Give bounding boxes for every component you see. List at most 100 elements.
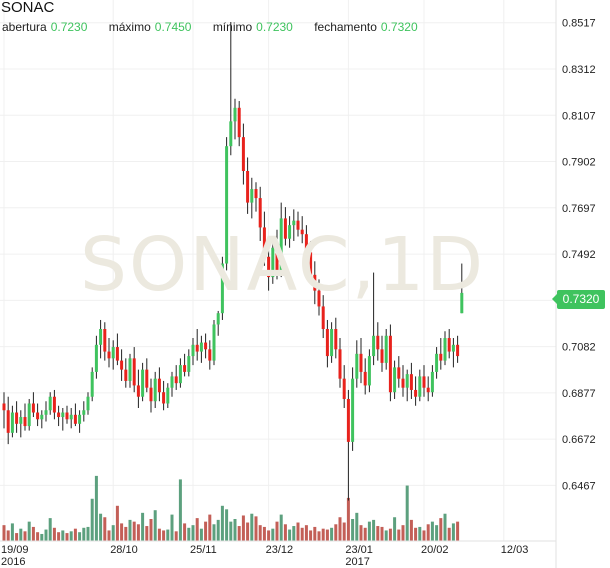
candle-body [267,256,271,278]
volume-bar [334,524,338,541]
volume-bar [304,525,308,541]
candle-body [225,146,229,264]
volume-bar [258,525,262,541]
volume-bar [363,527,367,541]
volume-bar [31,526,35,541]
y-tick-label: 0.7492 [562,249,596,261]
candle-body [372,335,376,357]
candle-body [132,358,136,386]
volume-bar [120,523,124,541]
volume-bar [246,522,250,541]
candle-body [338,349,342,379]
volume-bar [338,517,342,541]
volume-bar [384,530,388,541]
volume-bar [317,531,321,541]
candle-body [94,344,98,372]
volume-bar [124,526,128,541]
volume-bar [451,523,455,541]
volume-bar [94,475,98,541]
volume-bar [153,510,157,541]
candle-body [212,324,216,361]
volume-bar [90,498,94,541]
candle-body [397,367,401,379]
candle-body [237,107,241,138]
volume-bar [40,533,44,541]
volume-bar [141,512,145,541]
candle-body [78,414,82,424]
volume-bar [321,528,325,541]
candle-body [422,376,426,388]
volume-bar [204,521,208,541]
volume-bar [275,521,279,541]
low-value: 0.7230 [256,20,293,34]
candle-body [82,410,86,415]
volume-bar [86,526,90,541]
volume-bar [435,525,439,541]
volume-bar [145,526,149,541]
x-tick-label: 19/09 [1,544,29,556]
candle-body [250,189,254,203]
volume-bar [69,531,73,541]
volume-bar [57,532,61,541]
volume-bar [61,530,65,541]
volume-bar [292,526,296,541]
candle-body [439,353,443,361]
candle-body [174,376,178,384]
volume-bar [78,532,82,541]
candle-body [351,378,355,442]
volume-bar [380,526,384,541]
volume-bar [220,505,224,541]
candle-body [124,369,128,381]
volume-bar [309,530,313,541]
y-tick-label: 0.8517 [562,18,596,30]
volume-bar [44,529,48,541]
candle-body [346,398,350,442]
close-value: 0.7320 [380,20,418,34]
candle-body [262,227,266,257]
volume-bar [82,527,86,541]
volume-bar [376,526,380,541]
volume-bar [313,526,317,541]
volume-bar [208,514,212,541]
volume-bar [254,516,258,541]
candle-body [279,218,283,273]
candle-body [367,356,371,386]
candle-body [170,376,174,388]
volume-bar [178,479,182,541]
y-tick-label: 0.6877 [562,388,596,400]
volume-bar [103,517,107,541]
candle-body [220,263,224,314]
x-tick-label: 28/10 [110,544,138,556]
candle-body [309,252,313,275]
volume-bar [212,524,216,541]
candle-body [61,412,65,418]
candle-body [456,344,460,357]
volume-bar [355,512,359,541]
volume-bar [426,524,430,541]
candle-body [136,385,140,397]
candle-body [334,329,338,350]
volume-bar [422,530,426,541]
candle-body [149,387,153,402]
candle-body [254,189,258,199]
candle-body [275,247,279,273]
volume-bar [237,526,241,541]
candle-body [288,225,292,239]
candle-body [380,349,384,363]
candle-body [157,378,161,393]
volume-bar [233,519,237,541]
candle-body [304,234,308,253]
candle-body [246,171,250,203]
volume-bar [107,530,111,541]
price-axis: 0.85170.83120.81070.79020.76970.74920.72… [562,18,596,493]
candle-body [103,329,107,352]
candle-body [65,412,69,420]
y-tick-label: 0.6672 [562,434,596,446]
candle-body [418,376,422,397]
volume-bar [170,514,174,541]
volume-bar [128,519,132,541]
volume-bar [271,528,275,541]
volume-bar [15,533,19,541]
high-label: máximo [108,20,151,34]
